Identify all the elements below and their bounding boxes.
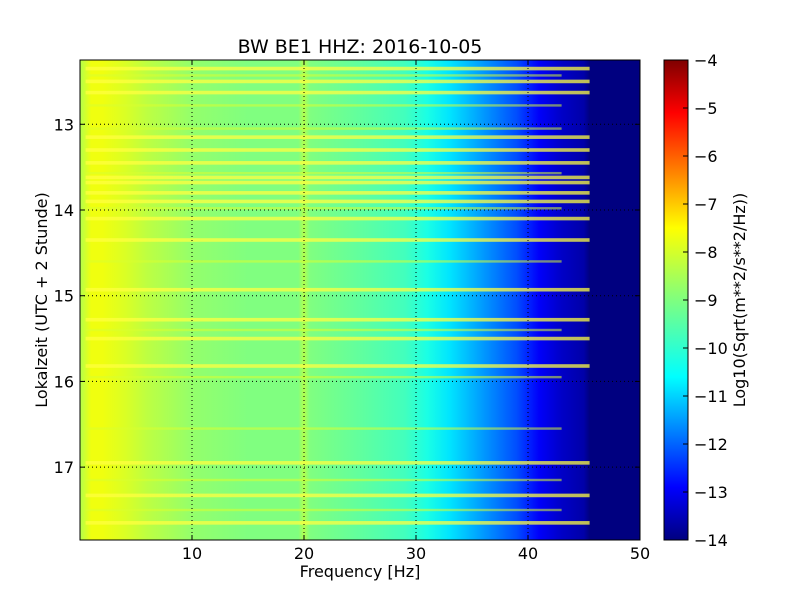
noise-row-weak: [85, 207, 562, 210]
noise-row-weak: [85, 375, 562, 379]
x-tick-label: 50: [630, 544, 650, 563]
x-tick-label: 30: [406, 544, 426, 563]
noise-row-strong: [85, 238, 590, 242]
colorbar-tick-label: −7: [694, 195, 718, 214]
colorbar-tick-label: −11: [694, 387, 728, 406]
noise-row-strong: [85, 90, 590, 95]
noise-row-weak: [85, 508, 562, 512]
y-tick-label: 14: [54, 201, 74, 220]
noise-row-strong: [85, 191, 590, 195]
noise-row-weak: [85, 328, 562, 332]
plot-frame: [79, 59, 641, 541]
noise-row-weak: [85, 104, 562, 107]
noise-row-strong: [85, 364, 590, 368]
noise-row-strong: [85, 199, 590, 204]
noise-row-strong: [85, 461, 590, 465]
noise-row-weak: [85, 478, 562, 482]
noise-row-strong: [85, 135, 590, 139]
colorbar-tick-label: −13: [694, 483, 728, 502]
colorbar-tick-label: −8: [694, 243, 718, 262]
noise-rows: [85, 66, 590, 525]
colorbar-tick-label: −14: [694, 531, 728, 550]
x-tick-label: 40: [518, 544, 538, 563]
colorbar-tick-label: −10: [694, 339, 728, 358]
noise-row-strong: [85, 216, 590, 221]
noise-row-strong: [85, 180, 590, 185]
noise-row-strong: [85, 336, 590, 341]
colorbar-label: Log10(Sqrt(m**2/s**2/Hz)): [730, 193, 749, 408]
noise-row-strong: [85, 148, 590, 152]
noise-row-strong: [85, 175, 590, 180]
x-axis-ticks: 10 20 30 40 50: [182, 60, 650, 563]
spectrogram-background: [80, 60, 640, 540]
noise-row-weak: [85, 427, 562, 430]
grid-lines: [80, 60, 640, 540]
colorbar-tick-label: −5: [694, 99, 718, 118]
noise-row-weak: [85, 260, 562, 263]
x-tick-label: 10: [182, 544, 202, 563]
y-tick-label: 13: [54, 115, 74, 134]
noise-row-weak: [85, 171, 562, 175]
y-tick-label: 17: [54, 458, 74, 477]
x-axis-label: Frequency [Hz]: [300, 562, 421, 581]
noise-row-weak: [85, 127, 562, 130]
y-axis-ticks: 13 14 15 16 17: [54, 115, 640, 477]
colorbar-tick-label: −6: [694, 147, 718, 166]
colorbar-tick-label: −12: [694, 435, 728, 454]
noise-row-strong: [85, 287, 590, 292]
colorbar-tick-label: −9: [694, 291, 718, 310]
colorbar-tick-label: −4: [694, 51, 718, 70]
colorbar-ticks: −4 −5 −6 −7 −8 −9 −10 −11 −12 −13 −14: [683, 51, 728, 550]
noise-row-strong: [85, 161, 590, 165]
x-tick-label: 20: [294, 544, 314, 563]
noise-row-strong: [85, 521, 590, 525]
y-tick-label: 16: [54, 372, 74, 391]
noise-row-weak: [85, 74, 562, 77]
y-tick-label: 15: [54, 287, 74, 306]
chart-title: BW BE1 HHZ: 2016-10-05: [238, 36, 483, 58]
noise-row-strong: [85, 79, 590, 84]
y-axis-label: Lokalzeit (UTC + 2 Stunde): [32, 192, 51, 407]
noise-row-strong: [85, 317, 590, 322]
plot-area: [80, 60, 640, 540]
noise-row-strong: [85, 493, 590, 498]
noise-row-strong: [85, 66, 590, 71]
